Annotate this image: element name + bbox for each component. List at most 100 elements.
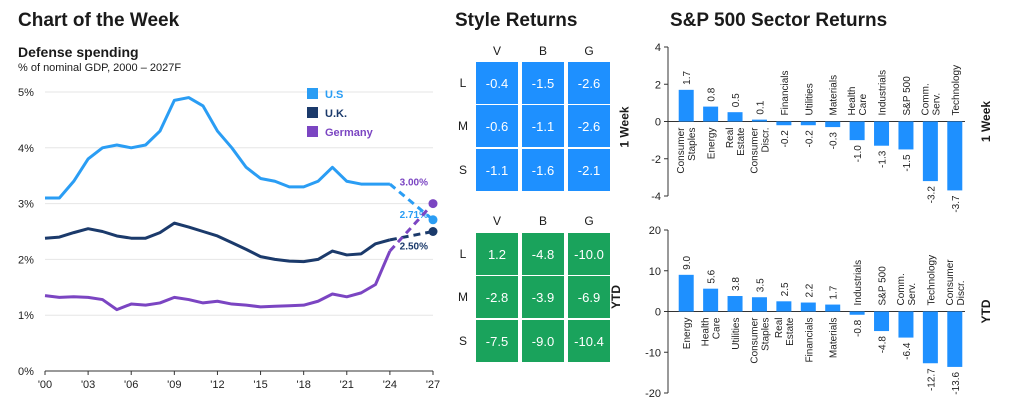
- sector-value-label: -1.5: [902, 154, 913, 172]
- legend-label-1: U.K.: [325, 108, 347, 120]
- x-tick-label: '09: [167, 379, 181, 391]
- sector-value-label: -0.3: [829, 132, 840, 150]
- sector-category-label: S&P 500: [878, 266, 889, 306]
- sector-bar: [898, 121, 914, 150]
- sector-value-label: 3.8: [731, 277, 742, 291]
- x-tick-label: '06: [124, 379, 138, 391]
- series-end-label-1: 2.50%: [400, 242, 428, 253]
- x-tick-label: '27: [426, 379, 440, 391]
- sector-value-label: 1.7: [829, 285, 840, 299]
- sector-category-label: Industrials: [853, 260, 864, 306]
- sector-value-label: 5.6: [707, 269, 718, 283]
- style-cell: -1.6: [522, 149, 564, 191]
- sector-value-label: -3.2: [926, 186, 937, 204]
- sector-category-line: Consumer: [676, 127, 687, 174]
- style-cell: -4.8: [522, 233, 564, 275]
- y-tick-label: 10: [649, 266, 661, 278]
- legend-swatch-1: [307, 107, 318, 118]
- style-cell: -2.6: [568, 105, 610, 147]
- sector-category-line: Consumer: [945, 259, 956, 306]
- sector-bar: [776, 301, 792, 312]
- style-returns-grid: V B G L -0.4 -1.5 -2.6 M -0.6 -1.1 -2.6 S -1.1 -1.6 -2…: [458, 44, 632, 362]
- style-row-label: L: [459, 247, 467, 261]
- sector-category-line: Comm.: [920, 83, 931, 115]
- style-col-label: G: [584, 214, 594, 228]
- style-cell: -7.5: [476, 320, 518, 362]
- sector-category-label: RealEstate: [774, 317, 796, 346]
- sector-bar: [751, 119, 767, 122]
- sector-returns-title: S&P 500 Sector Returns: [670, 10, 888, 31]
- sector-bar: [776, 121, 792, 126]
- sector-category-line: Estate: [736, 127, 747, 156]
- sector-category-label: Energy: [682, 318, 693, 350]
- sector-category-line: Care: [858, 93, 869, 115]
- sector-bar: [947, 311, 963, 367]
- sector-bar: [922, 121, 938, 182]
- sector-category-line: Care: [712, 317, 723, 339]
- sector-category-line: Health: [847, 87, 858, 116]
- style-row-label: M: [458, 290, 468, 304]
- style-col-label: V: [492, 44, 501, 58]
- sector-value-label: -6.4: [902, 342, 913, 360]
- sector-category-label: Comm.Serv.: [896, 273, 918, 305]
- sector-value-label: 3.5: [755, 278, 766, 292]
- sector-bar: [751, 297, 767, 312]
- sector-category-label: Materials: [829, 75, 840, 116]
- sector-bar: [922, 311, 938, 364]
- sector-category-line: Utilities: [804, 83, 815, 115]
- sector-category-label: Materials: [829, 318, 840, 359]
- sector-category-line: Energy: [707, 128, 718, 160]
- legend-label-0: U.S: [325, 89, 343, 101]
- style-cell: -2.8: [476, 276, 518, 318]
- page-title: Chart of the Week: [18, 10, 180, 31]
- sector-category-label: Utilities: [731, 318, 742, 350]
- x-tick-label: '15: [253, 379, 267, 391]
- sector-value-label: 0.1: [755, 100, 766, 114]
- sector-bar: [678, 89, 694, 122]
- sector-category-line: Utilities: [731, 318, 742, 350]
- sector-category-line: Discr.: [760, 128, 771, 153]
- style-cell: -2.1: [568, 149, 610, 191]
- sector-category-line: Serv.: [931, 93, 942, 116]
- legend-swatch-0: [307, 88, 318, 99]
- series-end-point-0: [428, 215, 438, 225]
- style-row-label: S: [458, 334, 467, 348]
- sector-bar: [874, 121, 890, 146]
- sector-value-label: -1.3: [878, 150, 889, 168]
- x-tick-label: '18: [296, 379, 310, 391]
- sector-value-label: -4.8: [878, 336, 889, 354]
- y-tick-label: 1%: [18, 310, 34, 322]
- style-cell: -10.0: [568, 233, 610, 275]
- y-tick-label: 20: [649, 225, 661, 237]
- style-returns-title: Style Returns: [455, 10, 578, 31]
- sector-bar: [898, 311, 914, 338]
- sector-panel-label: 1 Week: [979, 101, 993, 142]
- style-cell: -9.0: [522, 320, 564, 362]
- sector-category-label: Comm.Serv.: [920, 83, 942, 115]
- style-cell: 1.2: [476, 233, 518, 275]
- style-cell: -1.1: [476, 149, 518, 191]
- series-line-1: [44, 221, 391, 264]
- series-forecast-1: [389, 230, 434, 242]
- style-row-label: M: [458, 119, 468, 133]
- style-col-label: B: [538, 214, 547, 228]
- series-line-0: [45, 96, 390, 200]
- sector-category-label: Technology: [951, 65, 962, 116]
- sector-bar: [703, 288, 719, 312]
- sector-value-label: -3.7: [951, 195, 962, 213]
- sector-category-line: Financials: [780, 70, 791, 115]
- sector-category-label: Energy: [707, 128, 718, 160]
- x-tick-label: '21: [340, 379, 354, 391]
- sector-bar: [727, 296, 743, 312]
- sector-category-label: HealthCare: [847, 87, 869, 116]
- sector-panel-label: YTD: [979, 299, 993, 323]
- sector-category-label: HealthCare: [701, 317, 723, 346]
- sector-value-label: -0.2: [780, 130, 791, 148]
- sector-bar: [874, 311, 890, 332]
- sector-category-line: Serv.: [907, 283, 918, 306]
- sector-category-line: Comm.: [896, 273, 907, 305]
- style-cell: -0.4: [476, 62, 518, 104]
- sector-category-line: Financials: [804, 318, 815, 363]
- sector-bar: [825, 121, 841, 128]
- style-col-label: V: [492, 214, 501, 228]
